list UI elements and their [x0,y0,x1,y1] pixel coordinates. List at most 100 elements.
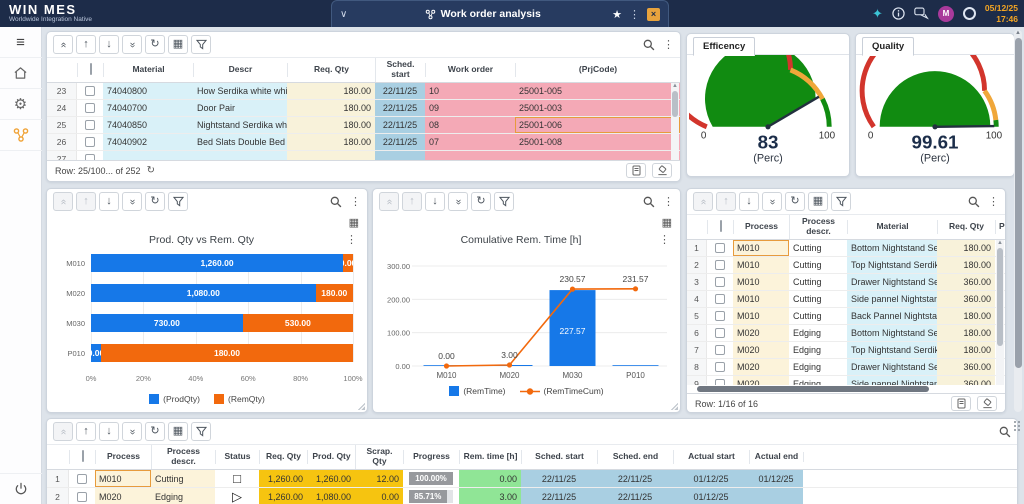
export-excel-icon[interactable]: × [647,7,660,21]
chat-icon[interactable] [914,7,929,20]
table-row[interactable]: 23 74040800 How Serdika white white 180.00 2… [47,82,680,100]
row-checkbox[interactable] [85,153,95,160]
first-page-button[interactable]: « [693,192,713,211]
grid-view-button[interactable]: ▦ [168,422,188,441]
table2-vertical-scrollbar[interactable]: ▲ [996,240,1004,385]
next-row-button[interactable]: ↓ [425,192,445,211]
row-checkbox[interactable] [715,294,725,304]
clear-filter-icon[interactable] [977,396,997,411]
tab-quality[interactable]: Quality [862,37,915,56]
col-status[interactable]: Status [215,450,259,464]
refresh-rows-icon[interactable]: ↻ [146,165,155,177]
search-icon[interactable] [643,39,655,51]
sidebar-item-settings[interactable]: ⚙ [0,89,42,120]
table-row[interactable]: 24 74040700 Door Pair 180.00 22/11/25 09 25001… [47,99,680,117]
grid-view-button[interactable]: ▦ [808,192,828,211]
table2-horizontal-scrollbar[interactable] [687,385,1005,393]
last-page-button[interactable]: » [762,192,782,211]
refresh-button[interactable]: ↻ [471,192,491,211]
tab-efficiency[interactable]: Efficency [693,37,756,56]
search-icon[interactable] [330,196,342,208]
prev-row-button[interactable]: ↑ [76,35,96,54]
next-row-button[interactable]: ↓ [99,422,119,441]
col-sched-start[interactable]: Sched. start [375,58,425,82]
refresh-button[interactable]: ↻ [145,35,165,54]
panel-menu-icon[interactable]: ⋮ [663,39,674,51]
search-icon[interactable] [968,196,980,208]
table-row[interactable]: 6 M020 Edging Bottom Nightstand Serdica 5:1… [687,325,1005,342]
first-page-button[interactable]: « [53,35,73,54]
row-checkbox[interactable] [715,379,725,385]
search-icon[interactable] [643,196,655,208]
panel-menu-icon[interactable]: ⋮ [350,196,361,208]
cell-status[interactable]: □ [215,470,259,487]
col-descr[interactable]: Descr [193,62,287,77]
row-checkbox[interactable] [715,328,725,338]
next-row-button[interactable]: ↓ [99,192,119,211]
col-actual-end[interactable]: Actual end [749,450,803,464]
col-material[interactable]: Material [103,62,193,77]
last-page-button[interactable]: » [122,35,142,54]
row-checkbox[interactable] [85,85,95,96]
col-actual-start[interactable]: Actual start [673,450,749,464]
sidebar-item-home[interactable] [0,58,42,89]
table-row[interactable]: 2 M020 Edging ▷ 1,260.00 1,080.00 0.00 85.71% 3.… [47,488,1017,504]
col-req-qty[interactable]: Req. Qty [937,220,995,234]
refresh-button[interactable]: ↻ [145,192,165,211]
workspace-tab[interactable]: ∨ Work order analysis ★ ⋮ × [331,0,669,27]
col-rem-time[interactable]: Rem. time [h] [459,450,521,464]
panel-drag-handle-icon[interactable] [1013,420,1021,432]
table1-vertical-scrollbar[interactable]: ▲ [671,82,679,160]
filter-button[interactable] [191,422,211,441]
chevron-down-icon[interactable]: ∨ [340,8,348,20]
refresh-button[interactable]: ↻ [785,192,805,211]
prodqty-bar-segment[interactable]: 0.00 [91,344,101,362]
search-icon[interactable] [999,426,1011,438]
row-checkbox[interactable] [715,260,725,270]
filter-button[interactable] [494,192,514,211]
select-all-checkbox[interactable] [89,62,92,75]
last-page-button[interactable]: » [448,192,468,211]
col-sched-end[interactable]: Sched. end [597,450,673,464]
col-req-qty[interactable]: Req. Qty [259,450,307,464]
user-avatar[interactable]: M [937,5,954,22]
remqty-bar-segment[interactable]: 0.00 [343,254,353,272]
next-row-button[interactable]: ↓ [739,192,759,211]
copy-grid-icon[interactable] [951,396,971,411]
first-page-button[interactable]: « [53,192,73,211]
resize-handle[interactable] [357,402,365,410]
info-icon[interactable] [892,7,905,20]
row-checkbox[interactable] [715,311,725,321]
first-page-button[interactable]: « [53,422,73,441]
col-material[interactable]: Material [847,220,937,234]
last-page-button[interactable]: » [122,192,142,211]
table-row[interactable]: 1 M010 Cutting Bottom Nightstand Serdica 5:… [687,240,1005,257]
copy-grid-icon[interactable] [626,163,646,179]
last-page-button[interactable]: » [122,422,142,441]
page-vertical-scrollbar[interactable]: ▲ [1014,30,1022,412]
resize-handle[interactable] [670,402,678,410]
filter-button[interactable] [831,192,851,211]
row-checkbox[interactable] [85,119,95,130]
stop-status-icon[interactable]: □ [233,471,241,486]
table-row[interactable]: 8 M020 Edging Drawer Nightstand Serdika w36… [687,359,1005,376]
assistant-sparkle-icon[interactable]: ✦ [872,5,883,21]
row-checkbox[interactable] [715,345,725,355]
data-grid-toggle-icon[interactable]: ▦ [348,217,359,229]
col-prjcode[interactable]: (PrjCode) [515,62,680,77]
chart-menu-icon[interactable]: ⋮ [659,234,670,246]
table-row[interactable]: 5 M010 Cutting Back Pannel Nightstand Serd1… [687,308,1005,325]
remqty-bar-segment[interactable]: 180.00 [315,284,353,302]
row-checkbox[interactable] [85,136,95,147]
table-row[interactable]: 4 M010 Cutting Side pannel Nightstand Serdi… [687,291,1005,308]
col-sched-start[interactable]: Sched. start [521,450,597,464]
filter-button[interactable] [191,35,211,54]
table-row[interactable]: 1 M010 Cutting □ 1,260.00 1,260.00 12.00 100.00… [47,470,1017,488]
select-all-checkbox[interactable] [81,450,84,463]
table-row[interactable]: 7 M020 Edging Top Nightstand Serdika white1… [687,342,1005,359]
row-checkbox[interactable] [715,277,725,287]
row-checkbox[interactable] [85,102,95,113]
sidebar-item-workflow[interactable] [0,120,42,151]
grid-view-button[interactable]: ▦ [168,35,188,54]
